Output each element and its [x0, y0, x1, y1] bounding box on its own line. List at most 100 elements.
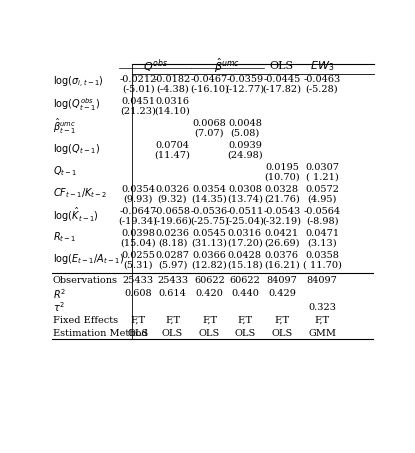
Text: OLS: OLS: [271, 329, 293, 338]
Text: 60622: 60622: [194, 276, 225, 285]
Text: $\hat{\beta}^{\mathit{umc}}$: $\hat{\beta}^{\mathit{umc}}$: [214, 57, 240, 75]
Text: 0.0358: 0.0358: [305, 251, 339, 260]
Text: F,T: F,T: [202, 316, 217, 325]
Text: (9.32): (9.32): [158, 195, 187, 204]
Text: 0.0704: 0.0704: [156, 141, 190, 150]
Text: (8.18): (8.18): [158, 239, 187, 248]
Text: 0.0421: 0.0421: [265, 229, 299, 238]
Text: $EW_3$: $EW_3$: [310, 59, 334, 73]
Text: (10.70): (10.70): [264, 173, 300, 182]
Text: (31.13): (31.13): [192, 239, 227, 248]
Text: ( 1.21): ( 1.21): [306, 173, 338, 182]
Text: 0.0068: 0.0068: [193, 119, 226, 128]
Text: $Q^{\mathit{obs}}$: $Q^{\mathit{obs}}$: [143, 58, 168, 75]
Text: 0.0398: 0.0398: [121, 229, 155, 238]
Text: F,T: F,T: [274, 316, 289, 325]
Text: (24.98): (24.98): [227, 151, 263, 160]
Text: (-19.34): (-19.34): [119, 217, 158, 226]
Text: (-8.98): (-8.98): [306, 217, 338, 226]
Text: 0.420: 0.420: [195, 289, 223, 298]
Text: F,T: F,T: [237, 316, 252, 325]
Text: (16.21): (16.21): [264, 260, 300, 270]
Text: 0.0572: 0.0572: [305, 185, 339, 194]
Text: $CF_{t-1}/K_{t-2}$: $CF_{t-1}/K_{t-2}$: [53, 186, 107, 200]
Text: (21.76): (21.76): [264, 195, 300, 204]
Text: 0.0545: 0.0545: [193, 229, 227, 238]
Text: 0.323: 0.323: [308, 303, 336, 312]
Text: -0.0658: -0.0658: [154, 207, 191, 216]
Text: 0.0048: 0.0048: [228, 119, 262, 128]
Text: (15.04): (15.04): [120, 239, 156, 248]
Text: -0.0647: -0.0647: [120, 207, 157, 216]
Text: 0.0451: 0.0451: [121, 97, 155, 106]
Text: 0.0939: 0.0939: [228, 141, 262, 150]
Text: (21.23): (21.23): [120, 107, 156, 116]
Text: ( 11.70): ( 11.70): [303, 260, 342, 270]
Text: (-5.01): (-5.01): [122, 85, 154, 94]
Text: 25433: 25433: [157, 276, 188, 285]
Text: OLS: OLS: [127, 329, 149, 338]
Text: (-25.04): (-25.04): [225, 217, 264, 226]
Text: -0.0511: -0.0511: [226, 207, 264, 216]
Text: -0.0182: -0.0182: [154, 75, 191, 84]
Text: 0.0471: 0.0471: [305, 229, 339, 238]
Text: 0.614: 0.614: [159, 289, 186, 298]
Text: 0.0195: 0.0195: [265, 163, 299, 172]
Text: (-12.77): (-12.77): [225, 85, 264, 94]
Text: (15.18): (15.18): [227, 260, 263, 270]
Text: 0.0376: 0.0376: [265, 251, 299, 260]
Text: 0.0366: 0.0366: [193, 251, 227, 260]
Text: $\log(\hat{K}_{t-1})$: $\log(\hat{K}_{t-1})$: [53, 206, 98, 224]
Text: $\log(\sigma_{i,t-1})$: $\log(\sigma_{i,t-1})$: [53, 75, 103, 90]
Text: (-17.82): (-17.82): [262, 85, 301, 94]
Text: 0.0316: 0.0316: [228, 229, 262, 238]
Text: (17.20): (17.20): [227, 239, 263, 248]
Text: 0.0236: 0.0236: [156, 229, 190, 238]
Text: 0.0354: 0.0354: [121, 185, 155, 194]
Text: (-19.66): (-19.66): [153, 217, 192, 226]
Text: (5.31): (5.31): [123, 260, 153, 270]
Text: (11.47): (11.47): [154, 151, 190, 160]
Text: F,T: F,T: [130, 316, 146, 325]
Text: (9.93): (9.93): [123, 195, 153, 204]
Text: $R_{t-1}$: $R_{t-1}$: [53, 230, 76, 244]
Text: -0.0463: -0.0463: [303, 75, 341, 84]
Text: $\log(Q_{t-1})$: $\log(Q_{t-1})$: [53, 142, 100, 156]
Text: $\log(E_{t-1}/A_{t-1})$: $\log(E_{t-1}/A_{t-1})$: [53, 251, 124, 265]
Text: -0.0564: -0.0564: [303, 207, 341, 216]
Text: 0.429: 0.429: [268, 289, 296, 298]
Text: F,T: F,T: [315, 316, 330, 325]
Text: (5.97): (5.97): [158, 260, 187, 270]
Text: (14.10): (14.10): [155, 107, 190, 116]
Text: OLS: OLS: [234, 329, 256, 338]
Text: $\log(Q^{\mathit{obs}}_{t-1})$: $\log(Q^{\mathit{obs}}_{t-1})$: [53, 96, 100, 113]
Text: 25433: 25433: [122, 276, 154, 285]
Text: GMM: GMM: [308, 329, 336, 338]
Text: 0.0287: 0.0287: [156, 251, 190, 260]
Text: (-25.75): (-25.75): [190, 217, 229, 226]
Text: OLS: OLS: [162, 329, 183, 338]
Text: (-32.19): (-32.19): [262, 217, 301, 226]
Text: 84097: 84097: [266, 276, 297, 285]
Text: (4.95): (4.95): [308, 195, 337, 204]
Text: 0.0328: 0.0328: [265, 185, 299, 194]
Text: -0.0212: -0.0212: [120, 75, 157, 84]
Text: 0.440: 0.440: [231, 289, 259, 298]
Text: 0.0316: 0.0316: [156, 97, 190, 106]
Text: 0.0308: 0.0308: [228, 185, 262, 194]
Text: Fixed Effects: Fixed Effects: [53, 316, 117, 325]
Text: Observations: Observations: [53, 276, 117, 285]
Text: (26.69): (26.69): [264, 239, 300, 248]
Text: $R^2$: $R^2$: [53, 287, 66, 301]
Text: (14.35): (14.35): [192, 195, 227, 204]
Text: 0.0326: 0.0326: [156, 185, 190, 194]
Text: -0.0543: -0.0543: [263, 207, 300, 216]
Text: OLS: OLS: [199, 329, 220, 338]
Text: -0.0359: -0.0359: [226, 75, 264, 84]
Text: (-5.28): (-5.28): [306, 85, 338, 94]
Text: (12.82): (12.82): [192, 260, 227, 270]
Text: -0.0445: -0.0445: [263, 75, 300, 84]
Text: (13.74): (13.74): [227, 195, 263, 204]
Text: $\tau^2$: $\tau^2$: [53, 300, 64, 314]
Text: -0.0467: -0.0467: [191, 75, 228, 84]
